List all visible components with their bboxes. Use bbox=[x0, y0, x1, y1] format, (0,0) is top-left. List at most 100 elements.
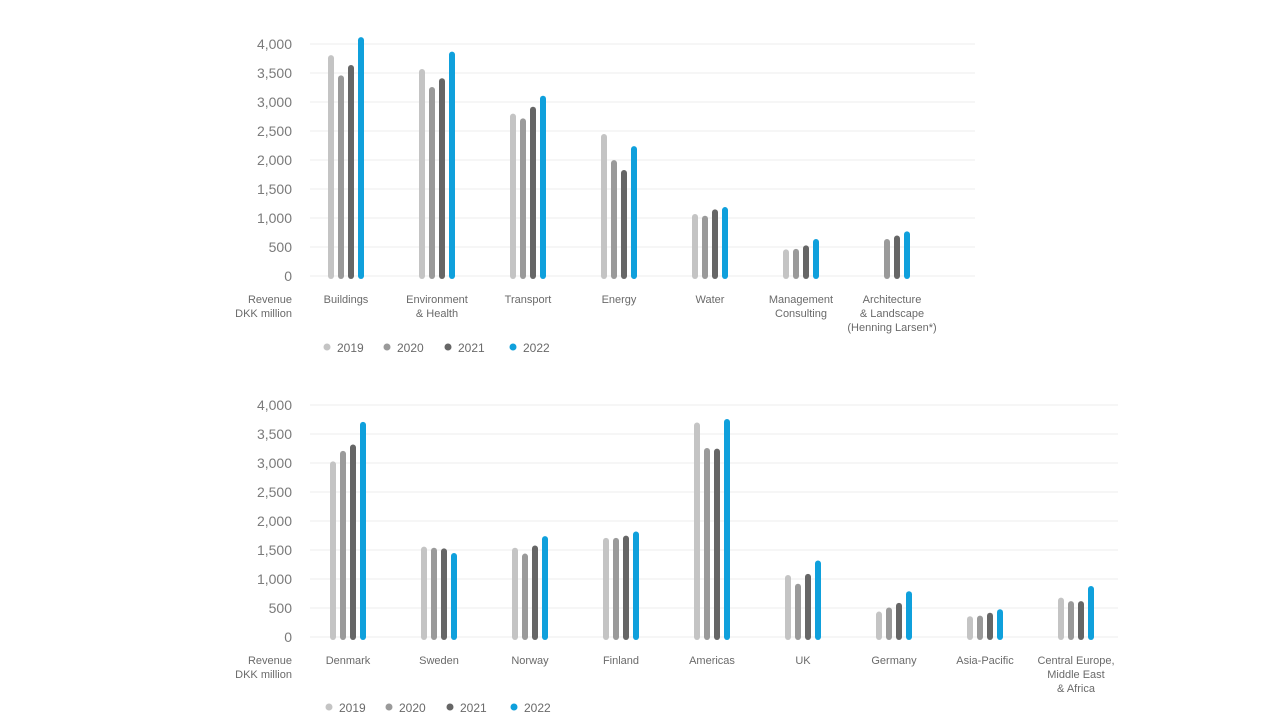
y-tick-label: 3,000 bbox=[257, 455, 292, 471]
bar-base bbox=[987, 634, 993, 637]
x-category-label: Finland bbox=[603, 655, 639, 667]
y-tick-label: 2,500 bbox=[257, 123, 292, 139]
x-category-label: Denmark bbox=[326, 655, 371, 667]
legend-label: 2021 bbox=[460, 701, 487, 715]
bar-base bbox=[894, 273, 900, 276]
y-tick-label: 3,000 bbox=[257, 94, 292, 110]
x-category-label: Germany bbox=[871, 655, 917, 667]
bar-base bbox=[350, 634, 356, 637]
bar-base bbox=[896, 634, 902, 637]
bar-base bbox=[712, 273, 718, 276]
y-tick-label: 3,500 bbox=[257, 65, 292, 81]
bar-base bbox=[785, 634, 791, 637]
bar-base bbox=[876, 634, 882, 637]
legend-dot bbox=[385, 703, 393, 711]
bar-base bbox=[724, 634, 730, 637]
bar-base bbox=[451, 634, 457, 637]
x-category-label: Environment & Health bbox=[406, 294, 468, 320]
y-tick-label: 500 bbox=[269, 600, 293, 616]
bar-base bbox=[431, 634, 437, 637]
bar-base bbox=[613, 634, 619, 637]
x-category-label: Energy bbox=[602, 294, 637, 306]
y-tick-label: 4,000 bbox=[257, 36, 292, 52]
chart-2: 0 500 1,000 1,500 2,000 2,500 3,000 3,500 4,000 D… bbox=[235, 397, 1118, 715]
bar-base bbox=[813, 273, 819, 276]
bar-base bbox=[439, 273, 445, 276]
bar-base bbox=[633, 634, 639, 637]
y-tick-label: 0 bbox=[284, 629, 292, 645]
bar-base bbox=[421, 634, 427, 637]
legend-label: 2021 bbox=[458, 341, 485, 355]
bar-base bbox=[1078, 634, 1084, 637]
bar-base bbox=[532, 634, 538, 637]
bar-base bbox=[449, 273, 455, 276]
y-tick-label: 2,500 bbox=[257, 484, 292, 500]
y-tick-label: 0 bbox=[284, 268, 292, 284]
bar-base bbox=[621, 273, 627, 276]
bar-base bbox=[429, 273, 435, 276]
x-category-label: Americas bbox=[689, 655, 735, 667]
y-tick-label: 1,500 bbox=[257, 181, 292, 197]
bar-base bbox=[967, 634, 973, 637]
y-tick-label: 1,000 bbox=[257, 210, 292, 226]
legend-dot bbox=[446, 703, 454, 711]
bar-base bbox=[328, 273, 334, 276]
y-tick-label: 2,000 bbox=[257, 152, 292, 168]
bar-base bbox=[522, 634, 528, 637]
legend-dot bbox=[323, 343, 331, 351]
x-category-label: Central Europe, Middle East & Africa bbox=[1037, 655, 1114, 695]
bar-base bbox=[722, 273, 728, 276]
bar-base bbox=[611, 273, 617, 276]
x-category-label: Asia-Pacific bbox=[956, 655, 1014, 667]
legend-dot bbox=[510, 703, 518, 711]
x-category-label: Water bbox=[696, 294, 725, 306]
x-category-label: Architecture & Landscape (Henning Larsen*) bbox=[847, 294, 936, 334]
legend: 2019 2020 2021 2022 bbox=[323, 341, 550, 355]
y-tick-label: 3,500 bbox=[257, 426, 292, 442]
bar-base bbox=[330, 634, 336, 637]
bar-base bbox=[510, 273, 516, 276]
bar-base bbox=[623, 634, 629, 637]
y-tick-label: 500 bbox=[269, 239, 293, 255]
bar-base bbox=[603, 634, 609, 637]
bar-base bbox=[904, 273, 910, 276]
bar-base bbox=[714, 634, 720, 637]
bar-base bbox=[340, 634, 346, 637]
bar-base bbox=[358, 273, 364, 276]
x-category-label: UK bbox=[795, 655, 811, 667]
bar-base bbox=[884, 273, 890, 276]
bar-base bbox=[795, 634, 801, 637]
legend-label: 2020 bbox=[399, 701, 426, 715]
x-category-label: Buildings bbox=[324, 294, 369, 306]
y-tick-label: 2,000 bbox=[257, 513, 292, 529]
bar-base bbox=[886, 634, 892, 637]
x-category-label: Management Consulting bbox=[769, 294, 833, 320]
bar-base bbox=[997, 634, 1003, 637]
bar-base bbox=[692, 273, 698, 276]
bar-base bbox=[805, 634, 811, 637]
chart-1: 0 500 1,000 1,500 2,000 2,500 3,000 3,500 4,000 B… bbox=[235, 36, 975, 355]
bar-base bbox=[631, 273, 637, 276]
y-tick-label: 1,000 bbox=[257, 571, 292, 587]
legend-dot bbox=[325, 703, 333, 711]
x-category-label: Sweden bbox=[419, 655, 459, 667]
x-category-label: Transport bbox=[505, 294, 552, 306]
bar-base bbox=[338, 273, 344, 276]
y-tick-label: 1,500 bbox=[257, 542, 292, 558]
bar-base bbox=[360, 634, 366, 637]
bar-base bbox=[906, 634, 912, 637]
bar-base bbox=[1088, 634, 1094, 637]
bar-base bbox=[601, 273, 607, 276]
bar-base bbox=[348, 273, 354, 276]
bar-base bbox=[793, 273, 799, 276]
bar-base bbox=[783, 273, 789, 276]
bar-base bbox=[977, 634, 983, 637]
bar-base bbox=[803, 273, 809, 276]
y-unit-label: Revenue DKK million bbox=[235, 294, 292, 320]
bar-base bbox=[702, 273, 708, 276]
bar-base bbox=[1068, 634, 1074, 637]
y-unit-label: Revenue DKK million bbox=[235, 655, 292, 681]
bar-base bbox=[704, 634, 710, 637]
legend-label: 2022 bbox=[524, 701, 551, 715]
